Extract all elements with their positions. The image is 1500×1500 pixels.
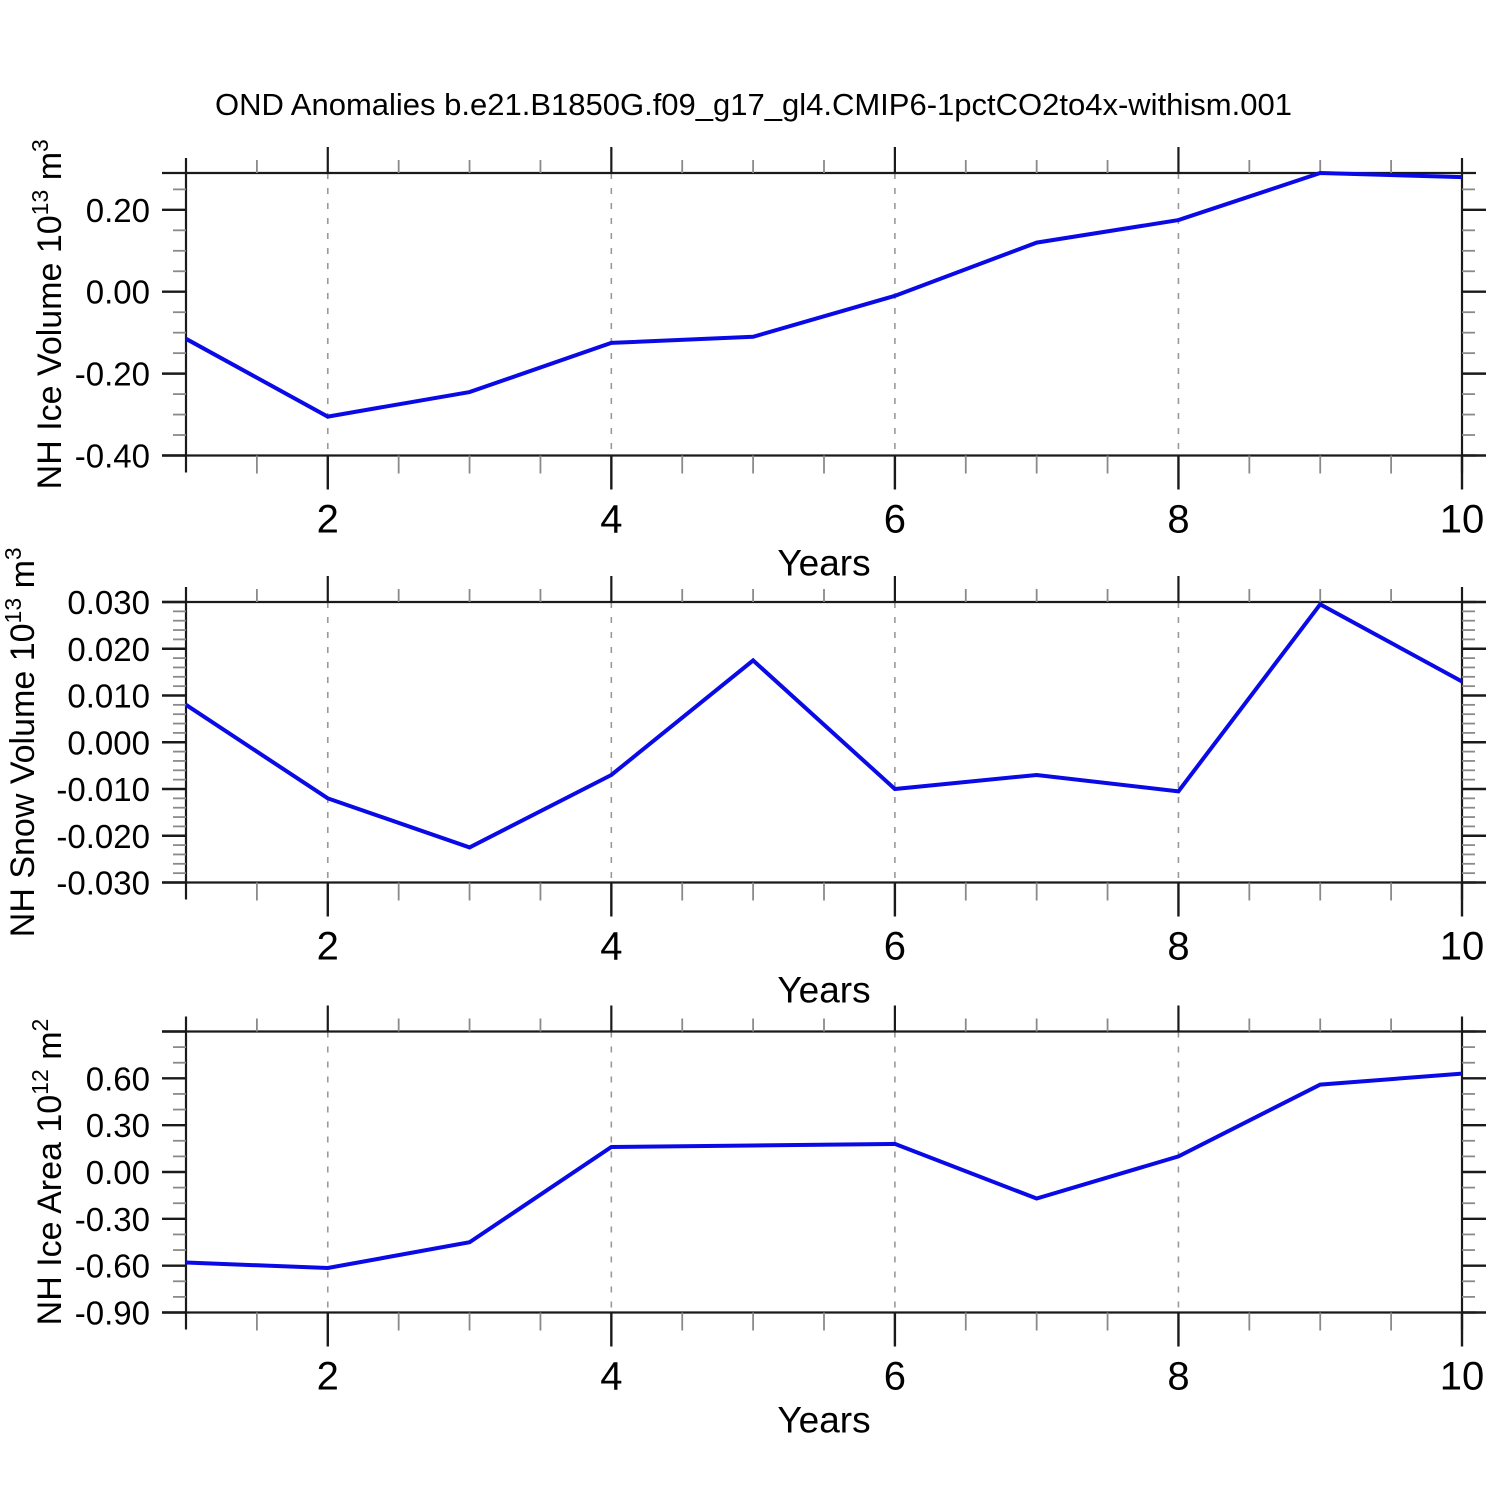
y-axis-title-superscript: 12	[27, 1069, 53, 1095]
x-tick-label-4: 4	[600, 498, 622, 542]
x-tick-label-8: 8	[1167, 498, 1189, 542]
x-tick-label-8: 8	[1167, 925, 1189, 969]
y-axis-title-superscript: 13	[0, 598, 26, 624]
y-axis-title-superscript: 3	[27, 139, 53, 152]
y-axis-title-text: m	[31, 152, 69, 190]
y-tick-label-0.030: 0.030	[67, 584, 150, 621]
x-tick-label-6: 6	[884, 925, 906, 969]
x-tick-label-10: 10	[1440, 498, 1485, 542]
x-tick-label-2: 2	[317, 498, 339, 542]
figure-title: OND Anomalies b.e21.B1850G.f09_g17_gl4.C…	[215, 87, 1292, 122]
y-tick-label--0.90: -0.90	[75, 1295, 150, 1332]
y-tick-label--0.010: -0.010	[56, 771, 150, 808]
y-tick-label-0.020: 0.020	[67, 631, 150, 668]
x-tick-label-4: 4	[600, 1355, 622, 1399]
y-axis-title-superscript: 2	[27, 1019, 53, 1032]
y-axis-title-text: m	[4, 560, 42, 598]
panel-nh-snow-volume: 2 4 6 8 10 0.030 0.020 0.010 0.000 -0.010 -0.020 -0…	[0, 547, 1486, 1011]
x-axis-title-nh-ice-area: Years	[777, 1400, 870, 1441]
y-axis-title-nh-ice-volume: NH Ice Volume 1013 m3	[27, 139, 69, 489]
series-line-nh-ice-area	[185, 1071, 1463, 1271]
y-tick-label--0.30: -0.30	[75, 1201, 150, 1238]
x-tick-label-2: 2	[317, 1355, 339, 1399]
y-axis-title-text: NH Ice Volume 10	[31, 215, 69, 489]
x-tick-label-6: 6	[884, 1355, 906, 1399]
x-tick-label-8: 8	[1167, 1355, 1189, 1399]
x-tick-label-10: 10	[1440, 1355, 1485, 1399]
y-tick-label-0.000: 0.000	[67, 724, 150, 761]
x-axis-title-nh-ice-volume: Years	[777, 543, 870, 584]
y-tick-label-0.00: 0.00	[86, 274, 150, 311]
y-tick-label--0.020: -0.020	[56, 818, 150, 855]
y-axis-title-text: NH Ice Area 10	[31, 1095, 69, 1326]
y-tick-label-0.010: 0.010	[67, 678, 150, 715]
y-tick-label-0.30: 0.30	[86, 1107, 150, 1144]
y-tick-label-0.00: 0.00	[86, 1154, 150, 1191]
series-line-nh-ice-volume	[185, 170, 1463, 419]
y-tick-label-0.20: 0.20	[86, 192, 150, 229]
panel-nh-ice-volume: 2 4 6 8 10 0.20 0.00 -0.20 -0.40 Years NH Ice Volu…	[27, 139, 1486, 584]
y-tick-label--0.40: -0.40	[75, 438, 150, 475]
y-axis-title-text: NH Snow Volume 10	[4, 623, 42, 937]
y-axis-title-text: m	[31, 1031, 69, 1069]
y-axis-title-nh-ice-area: NH Ice Area 1012 m2	[27, 1019, 69, 1326]
y-tick-label--0.60: -0.60	[75, 1248, 150, 1285]
x-tick-label-2: 2	[317, 925, 339, 969]
y-tick-label--0.030: -0.030	[56, 865, 150, 902]
y-tick-label--0.20: -0.20	[75, 356, 150, 393]
x-axis-title-nh-snow-volume: Years	[777, 970, 870, 1011]
x-tick-label-10: 10	[1440, 925, 1485, 969]
x-tick-label-6: 6	[884, 498, 906, 542]
series-line-nh-snow-volume	[184, 601, 1463, 850]
panel-nh-ice-area: 2 4 6 8 10 0.60 0.30 0.00 -0.30 -0.60 -0.90 Years NH…	[27, 1005, 1486, 1441]
x-tick-label-4: 4	[600, 925, 622, 969]
y-axis-title-superscript: 3	[0, 547, 26, 560]
y-tick-label-0.60: 0.60	[86, 1060, 150, 1097]
y-axis-title-nh-snow-volume: NH Snow Volume 1013 m3	[0, 547, 42, 937]
y-axis-title-superscript: 13	[27, 190, 53, 216]
